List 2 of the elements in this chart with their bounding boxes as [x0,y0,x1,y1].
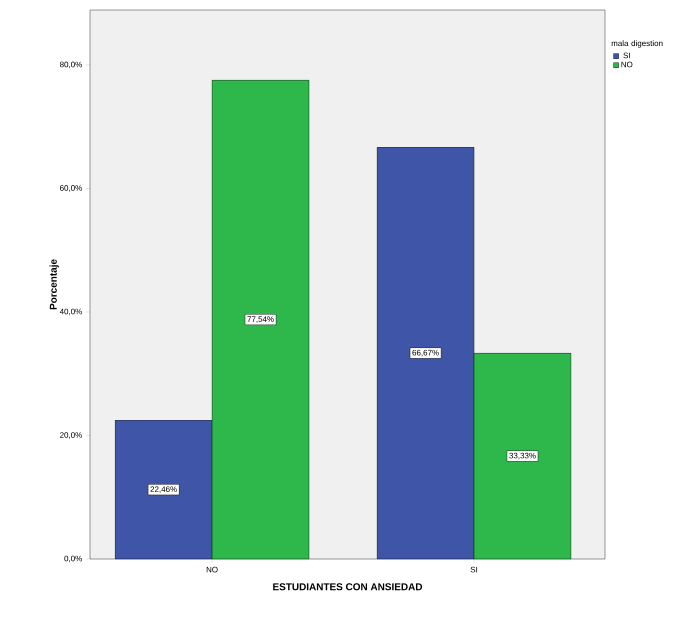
y-axis-title: Porcentaje [49,259,59,310]
x-axis-title: ESTUDIANTES CON ANSIEDAD [273,583,422,590]
